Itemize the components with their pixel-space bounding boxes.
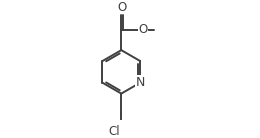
Text: O: O	[118, 1, 127, 14]
Text: N: N	[136, 76, 145, 89]
Text: Cl: Cl	[109, 125, 120, 138]
Text: O: O	[139, 23, 148, 36]
